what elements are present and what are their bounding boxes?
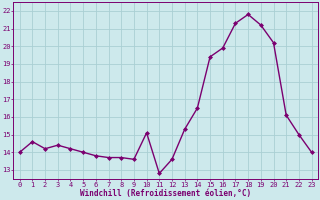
X-axis label: Windchill (Refroidissement éolien,°C): Windchill (Refroidissement éolien,°C): [80, 189, 251, 198]
